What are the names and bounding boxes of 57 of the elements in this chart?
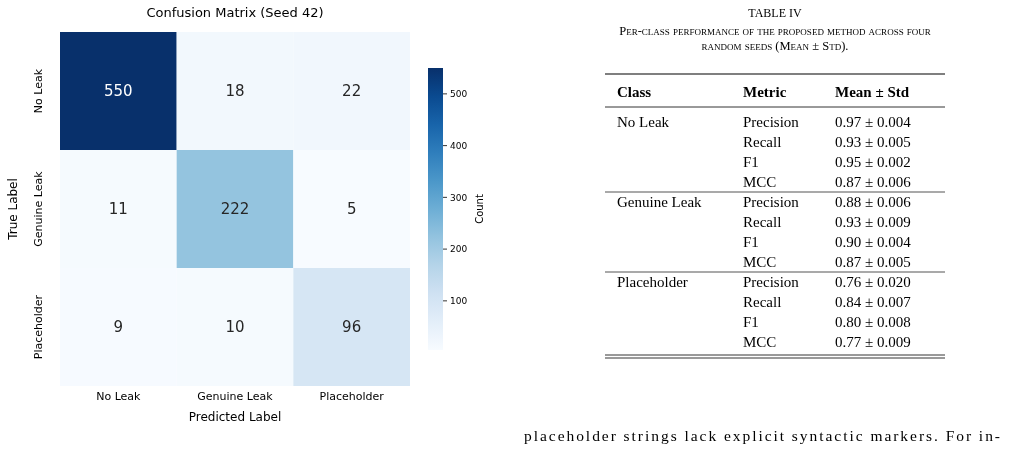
text: MCC <box>743 174 777 190</box>
text: 0.93 ± 0.009 <box>835 214 911 230</box>
text: Recall <box>743 294 782 310</box>
color-bar-label: 400 <box>450 140 468 151</box>
text: 0.76 ± 0.020 <box>835 274 911 290</box>
x-tick-label: No Leak <box>96 390 142 403</box>
text: 0.95 ± 0.002 <box>835 154 911 170</box>
text: 0.84 ± 0.007 <box>835 294 911 310</box>
data-label: 18 <box>225 82 245 101</box>
text: F1 <box>743 234 759 250</box>
text: placeholder strings lack explicit syntactic markers. For in- <box>524 427 1000 444</box>
y-axis-title: True Label <box>6 178 20 241</box>
text: Placeholder <box>617 274 688 290</box>
color-bar-label: 100 <box>450 295 468 306</box>
text: No Leak <box>617 114 670 130</box>
text: Precision <box>743 274 799 290</box>
text: Genuine Leak <box>617 194 702 210</box>
text: 0.88 ± 0.006 <box>835 194 911 210</box>
text: 0.90 ± 0.004 <box>835 234 911 250</box>
category-label: Metric <box>743 84 787 100</box>
category-label: Class <box>617 84 652 100</box>
data-label: 10 <box>225 318 245 337</box>
text: Recall <box>743 134 782 150</box>
text: F1 <box>743 154 759 170</box>
color-bar-label: 500 <box>450 89 468 100</box>
y-tick-label: No Leak <box>32 68 45 114</box>
text: TABLE IV <box>748 6 803 20</box>
text: 0.87 ± 0.006 <box>835 174 911 190</box>
x-tick-label: Placeholder <box>319 390 385 403</box>
data-label: 11 <box>108 200 128 219</box>
text: 0.80 ± 0.008 <box>835 314 911 330</box>
color-bar-label: 300 <box>450 192 468 203</box>
category-label: Mean ± Std <box>835 84 910 100</box>
text: MCC <box>743 334 777 350</box>
chart-title: Confusion Matrix (Seed 42) <box>146 5 324 20</box>
color-bar-title: Count <box>474 194 485 224</box>
x-tick-label: Genuine Leak <box>197 390 274 403</box>
data-label: 550 <box>104 82 133 101</box>
text: MCC <box>743 254 777 270</box>
text: Per-class performance of the proposed method across four random seeds (Mean ± Std). <box>619 24 931 53</box>
data-label: 9 <box>113 318 124 337</box>
text: Precision <box>743 194 799 210</box>
text: 0.93 ± 0.005 <box>835 134 911 150</box>
text: F1 <box>743 314 759 330</box>
data-label: 5 <box>346 200 357 219</box>
text: Precision <box>743 114 799 130</box>
data-label: 22 <box>342 82 362 101</box>
text: 0.77 ± 0.009 <box>835 334 911 350</box>
data-label: 222 <box>220 200 250 219</box>
y-tick-label: Genuine Leak <box>32 170 45 247</box>
data-label: 96 <box>342 318 362 337</box>
text: 0.87 ± 0.005 <box>835 254 911 270</box>
text: Recall <box>743 214 782 230</box>
color-bar-label: 200 <box>450 244 468 255</box>
x-axis-title: Predicted Label <box>188 410 282 424</box>
text: 0.97 ± 0.004 <box>835 114 911 130</box>
y-tick-label: Placeholder <box>32 294 45 360</box>
